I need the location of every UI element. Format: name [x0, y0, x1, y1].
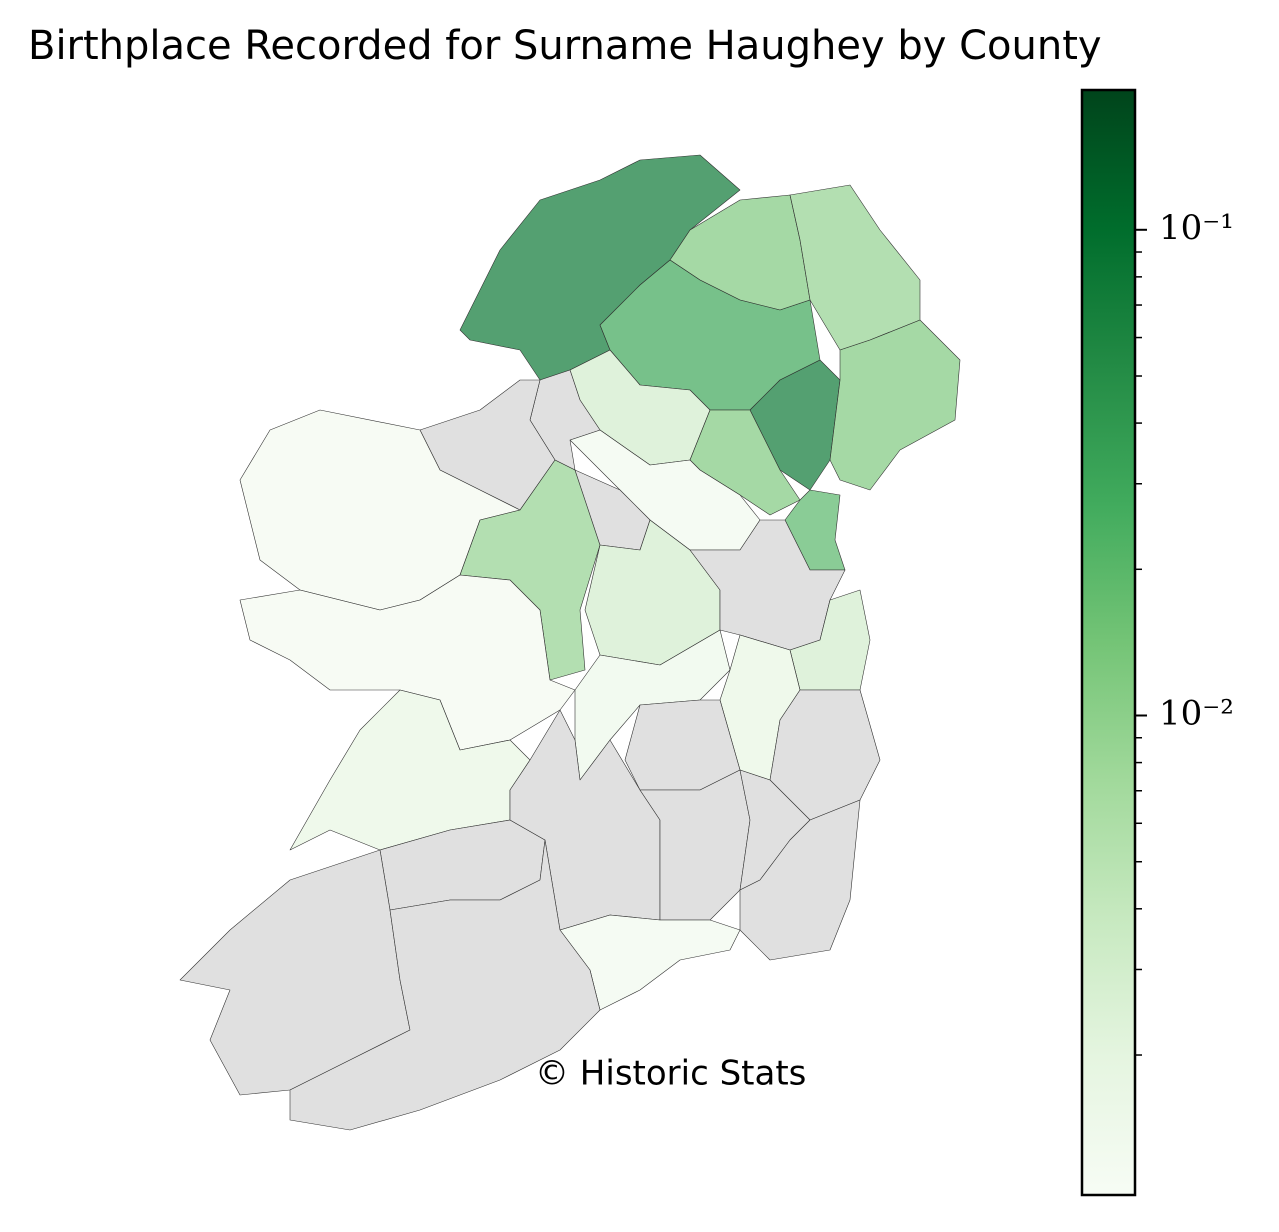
- county-region: [624, 699, 741, 791]
- chart-title: Birthplace Recorded for Surname Haughey …: [28, 23, 1102, 69]
- colorbar-tick-label: 10⁻²: [1159, 694, 1234, 734]
- county-region: [289, 839, 601, 1131]
- colorbar: [1080, 88, 1137, 1197]
- copyright-annotation: © Historic Stats: [535, 1054, 806, 1094]
- county-region: [739, 799, 861, 961]
- colorbar-tick-label: 10⁻¹: [1159, 208, 1234, 248]
- county-region: [829, 319, 961, 491]
